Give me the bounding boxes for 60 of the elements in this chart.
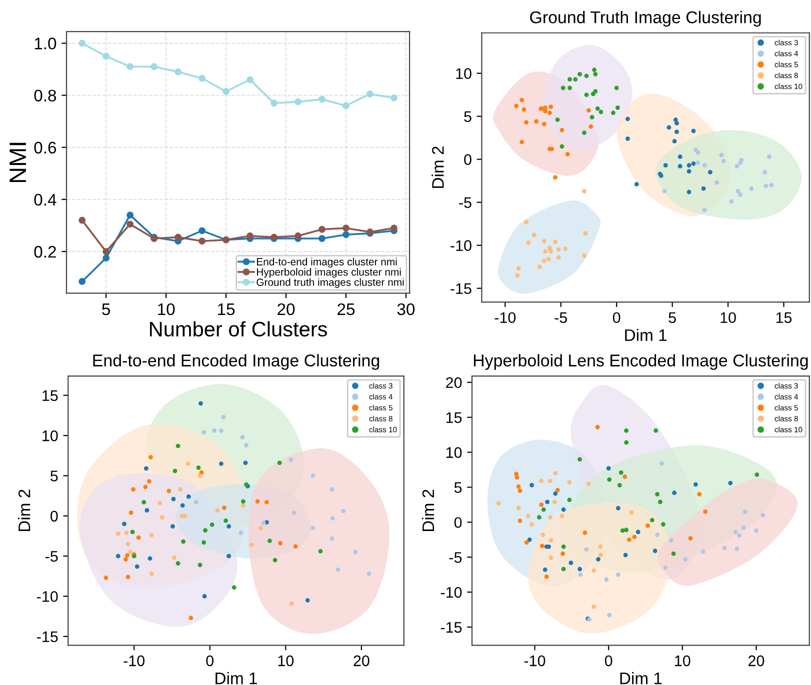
x-tick-label: 20	[748, 655, 764, 666]
legend-label: Ground truth images cluster nmi	[256, 278, 404, 288]
y-tick-label: -10	[37, 591, 58, 602]
y-tick-label: -5	[449, 552, 462, 563]
chart-title: End-to-end Encoded Image Clustering	[93, 354, 380, 370]
y-tick-label: -10	[440, 586, 462, 598]
y-tick-label: -5	[45, 551, 58, 562]
x-tick-label: 0	[612, 312, 620, 324]
x-axis-title: Dim 1	[625, 328, 667, 341]
legend-label: End-to-end images cluster nmi	[257, 258, 397, 268]
x-tick-label: 0	[604, 655, 612, 666]
x-tick-label: 5	[668, 312, 676, 324]
y-tick-label: 5	[464, 111, 472, 122]
y-tick-label: 10	[446, 447, 462, 458]
x-tick-label: 10	[675, 655, 690, 666]
x-axis-title: Dim 1	[216, 672, 257, 684]
x-tick-label: 20	[354, 655, 370, 666]
x-tick-label: 20	[278, 303, 295, 316]
y-tick-label: -10	[450, 240, 472, 252]
x-tick-label: 30	[397, 303, 415, 316]
x-tick-label: 10	[158, 303, 175, 316]
x-tick-label: 15	[218, 304, 235, 316]
y-tick-label: 15	[446, 412, 462, 424]
y-tick-label: 10	[42, 430, 58, 442]
x-tick-label: -5	[554, 312, 568, 324]
y-axis-title: NMI	[10, 142, 26, 182]
x-tick-label: 10	[720, 312, 736, 324]
y-tick-label: 15	[42, 390, 58, 402]
y-tick-label: 10	[456, 68, 472, 79]
y-axis-title: Dim 2	[18, 490, 30, 532]
y-tick-label: 1.0	[34, 38, 56, 50]
y-axis-title: Dim 2	[422, 490, 434, 532]
y-tick-label: 0.6	[34, 142, 56, 154]
x-tick-label: -10	[494, 312, 516, 324]
y-axis-title: Dim 2	[432, 146, 444, 188]
legend-label: Hyperboloid images cluster nmi	[257, 268, 401, 278]
x-tick-label: 15	[776, 312, 792, 324]
y-tick-label: -15	[37, 631, 58, 642]
y-tick-label: 20	[446, 377, 462, 388]
x-tick-label: -10	[524, 655, 546, 666]
x-tick-label: -10	[124, 655, 145, 666]
y-tick-label: 0	[464, 154, 472, 165]
x-tick-label: 10	[278, 655, 294, 666]
chart-title: Hyperboloid Lens Encoded Image Clustering	[474, 354, 808, 370]
y-tick-label: -15	[440, 622, 462, 633]
y-tick-label: 5	[50, 470, 58, 482]
x-tick-label: 5	[102, 304, 110, 316]
y-tick-label: 0	[50, 510, 58, 522]
x-tick-label: 25	[338, 303, 355, 316]
x-axis-title: Dim 1	[620, 672, 662, 684]
x-axis-title: Number of Clusters	[150, 321, 328, 337]
y-tick-label: 5	[454, 482, 462, 493]
y-tick-label: 0.4	[34, 194, 56, 206]
y-tick-label: -5	[459, 197, 472, 208]
y-tick-label: 0.2	[34, 246, 56, 258]
y-tick-label: 0	[454, 517, 462, 528]
y-tick-label: 0.8	[34, 90, 56, 102]
x-tick-label: 0	[206, 655, 214, 666]
chart-title: Ground Truth Image Clustering	[530, 10, 761, 27]
y-tick-label: -15	[450, 283, 472, 294]
